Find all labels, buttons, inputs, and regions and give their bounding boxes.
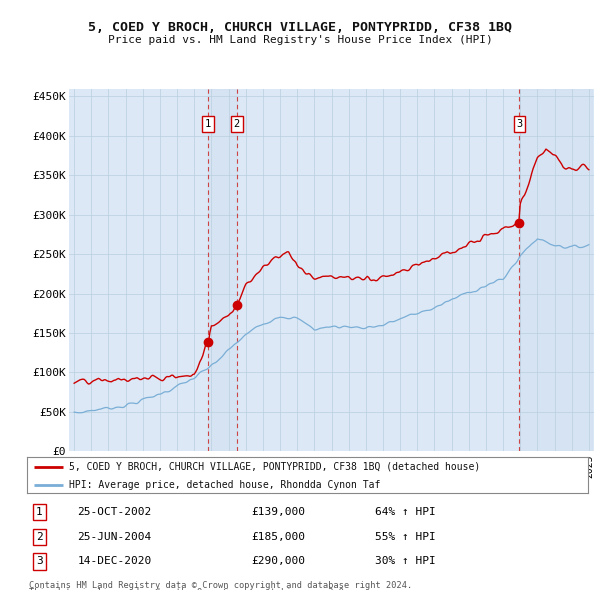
Text: 30% ↑ HPI: 30% ↑ HPI [375,556,436,566]
Text: 14-DEC-2020: 14-DEC-2020 [77,556,152,566]
Text: £290,000: £290,000 [251,556,305,566]
Text: 1: 1 [36,507,43,517]
Text: Contains HM Land Registry data © Crown copyright and database right 2024.: Contains HM Land Registry data © Crown c… [29,581,412,589]
Text: This data is licensed under the Open Government Licence v3.0.: This data is licensed under the Open Gov… [29,588,349,590]
Text: 25-OCT-2002: 25-OCT-2002 [77,507,152,517]
Text: 5, COED Y BROCH, CHURCH VILLAGE, PONTYPRIDD, CF38 1BQ: 5, COED Y BROCH, CHURCH VILLAGE, PONTYPR… [88,21,512,34]
Text: 25-JUN-2004: 25-JUN-2004 [77,532,152,542]
Bar [520,88,592,451]
Text: 5, COED Y BROCH, CHURCH VILLAGE, PONTYPRIDD, CF38 1BQ (detached house): 5, COED Y BROCH, CHURCH VILLAGE, PONTYPR… [69,462,481,472]
Text: HPI: Average price, detached house, Rhondda Cynon Taf: HPI: Average price, detached house, Rhon… [69,480,380,490]
Text: 3: 3 [516,119,523,129]
Text: 64% ↑ HPI: 64% ↑ HPI [375,507,436,517]
Text: 55% ↑ HPI: 55% ↑ HPI [375,532,436,542]
Text: 2: 2 [36,532,43,542]
Text: £185,000: £185,000 [251,532,305,542]
Text: 1: 1 [205,119,211,129]
Bar [208,88,237,451]
Text: 3: 3 [36,556,43,566]
Text: Price paid vs. HM Land Registry's House Price Index (HPI): Price paid vs. HM Land Registry's House … [107,35,493,45]
Text: £139,000: £139,000 [251,507,305,517]
Text: 2: 2 [233,119,240,129]
